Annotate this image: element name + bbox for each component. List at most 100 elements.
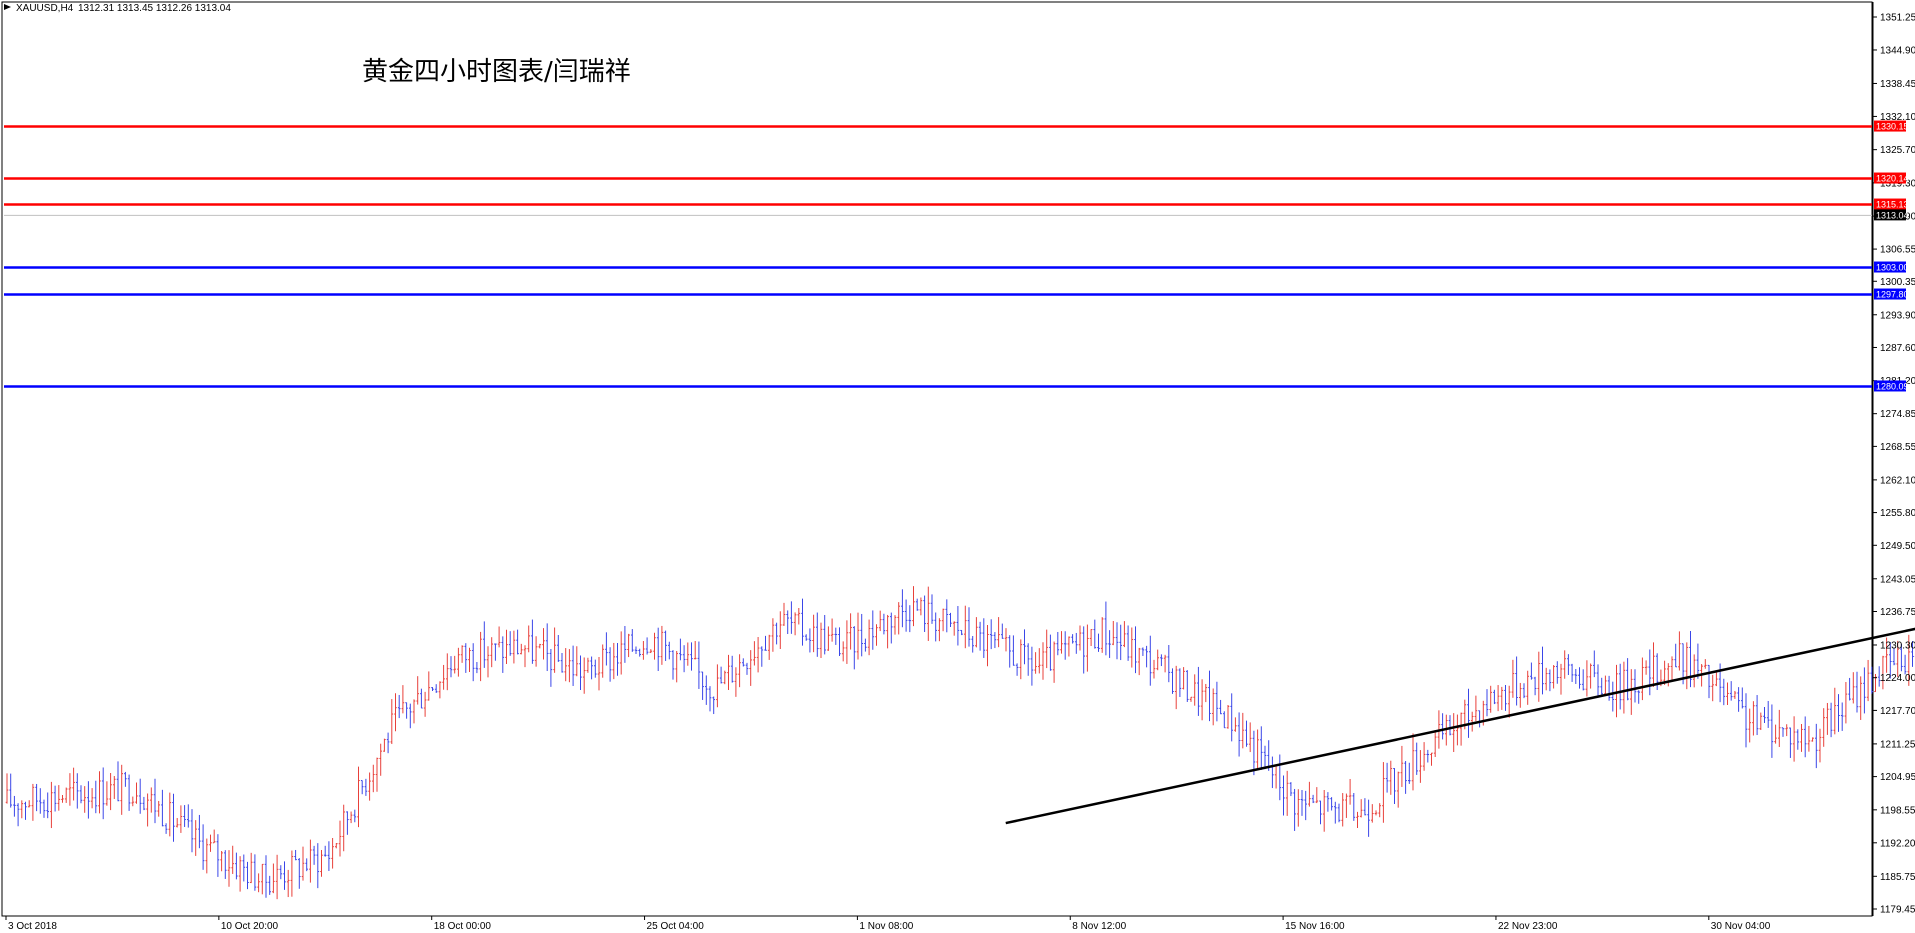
candle — [1223, 711, 1226, 729]
candle — [786, 610, 789, 635]
candle — [993, 632, 997, 649]
candle — [31, 783, 35, 821]
candle — [1896, 640, 1899, 677]
candle — [161, 789, 164, 827]
candle — [1474, 695, 1478, 722]
candle — [275, 854, 279, 900]
candle — [719, 666, 723, 684]
candle — [645, 637, 649, 655]
candle — [1282, 775, 1285, 816]
candle — [1511, 659, 1515, 698]
candle — [146, 793, 149, 827]
candle — [1241, 712, 1245, 749]
candle — [135, 782, 138, 804]
candle — [57, 785, 61, 811]
candle — [412, 699, 416, 724]
candle — [605, 632, 608, 666]
candle — [1537, 651, 1541, 702]
candle — [390, 699, 394, 745]
candle — [975, 617, 978, 648]
candle — [198, 814, 201, 849]
candle — [941, 608, 945, 632]
candle — [98, 771, 101, 814]
candle — [1356, 811, 1359, 829]
candle — [1304, 790, 1307, 821]
candle — [505, 629, 508, 664]
candle — [534, 636, 538, 667]
candle — [1049, 634, 1052, 671]
candle — [1563, 650, 1566, 679]
candle — [235, 852, 238, 880]
candle — [175, 818, 179, 828]
candle — [1078, 625, 1082, 651]
candle — [860, 613, 863, 657]
candle — [1519, 682, 1522, 708]
candle — [1226, 704, 1230, 729]
candle — [586, 657, 590, 673]
candle — [286, 869, 290, 898]
candle — [1593, 650, 1596, 678]
candle — [1160, 654, 1163, 667]
candle — [427, 671, 431, 701]
candle — [1726, 682, 1729, 706]
candle — [1903, 654, 1907, 675]
candle — [1581, 669, 1585, 691]
candle — [564, 648, 567, 682]
candle — [27, 800, 31, 808]
candle — [653, 632, 656, 660]
candle — [1345, 793, 1348, 818]
candle — [1319, 800, 1322, 825]
candle — [749, 650, 752, 686]
candle — [1433, 730, 1437, 757]
candle — [1696, 643, 1700, 679]
candle — [201, 824, 205, 870]
candle — [934, 612, 937, 642]
candle — [105, 781, 109, 806]
candle — [360, 780, 364, 795]
candle — [623, 626, 627, 663]
candle — [575, 646, 579, 677]
candle — [1829, 702, 1833, 738]
candle — [1478, 710, 1481, 728]
candle — [220, 851, 223, 872]
candle — [956, 606, 960, 646]
candle — [1815, 723, 1818, 769]
candle — [775, 622, 778, 645]
candle — [1030, 646, 1034, 686]
candle — [1892, 648, 1896, 666]
candle — [793, 612, 797, 636]
candle — [1733, 690, 1737, 699]
candle — [87, 781, 90, 819]
candle — [1459, 712, 1463, 746]
candle — [1863, 667, 1866, 714]
candle — [468, 647, 471, 672]
candle — [172, 793, 175, 842]
candle — [190, 809, 194, 853]
candle — [1371, 804, 1374, 823]
candle — [841, 641, 845, 662]
candle — [1859, 676, 1862, 720]
candle — [1326, 792, 1330, 812]
candle — [475, 661, 479, 674]
candle — [1674, 643, 1677, 668]
candle — [434, 684, 438, 693]
candle — [39, 788, 42, 814]
candle — [912, 586, 915, 627]
candle — [1382, 762, 1385, 823]
candle — [1071, 634, 1074, 644]
candle — [1422, 742, 1426, 771]
candle — [560, 652, 564, 673]
candle — [619, 631, 623, 675]
candle — [516, 629, 519, 655]
candle — [1145, 645, 1148, 668]
candle — [1404, 761, 1407, 794]
candle — [1204, 683, 1208, 703]
candle — [960, 629, 963, 636]
candle — [1470, 711, 1474, 732]
candle — [1019, 639, 1023, 680]
candle — [945, 599, 949, 633]
candle — [1008, 635, 1011, 668]
candle — [690, 642, 693, 671]
candle — [1289, 782, 1293, 797]
